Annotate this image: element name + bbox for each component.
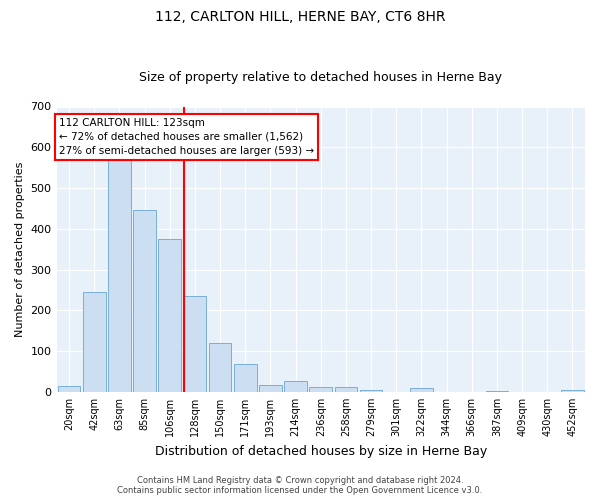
Bar xyxy=(184,296,206,392)
Bar xyxy=(561,390,584,392)
X-axis label: Distribution of detached houses by size in Herne Bay: Distribution of detached houses by size … xyxy=(155,444,487,458)
Text: 112 CARLTON HILL: 123sqm
← 72% of detached houses are smaller (1,562)
27% of sem: 112 CARLTON HILL: 123sqm ← 72% of detach… xyxy=(59,118,314,156)
Bar xyxy=(83,292,106,392)
Bar xyxy=(209,343,232,392)
Bar xyxy=(259,384,282,392)
Bar xyxy=(234,364,257,392)
Bar xyxy=(410,388,433,392)
Bar xyxy=(335,388,357,392)
Bar xyxy=(58,386,80,392)
Bar xyxy=(284,380,307,392)
Bar xyxy=(158,239,181,392)
Bar xyxy=(485,390,508,392)
Y-axis label: Number of detached properties: Number of detached properties xyxy=(15,162,25,337)
Bar xyxy=(108,154,131,392)
Text: 112, CARLTON HILL, HERNE BAY, CT6 8HR: 112, CARLTON HILL, HERNE BAY, CT6 8HR xyxy=(155,10,445,24)
Bar xyxy=(310,387,332,392)
Bar xyxy=(360,390,382,392)
Text: Contains HM Land Registry data © Crown copyright and database right 2024.
Contai: Contains HM Land Registry data © Crown c… xyxy=(118,476,482,495)
Bar xyxy=(133,210,156,392)
Title: Size of property relative to detached houses in Herne Bay: Size of property relative to detached ho… xyxy=(139,72,502,85)
